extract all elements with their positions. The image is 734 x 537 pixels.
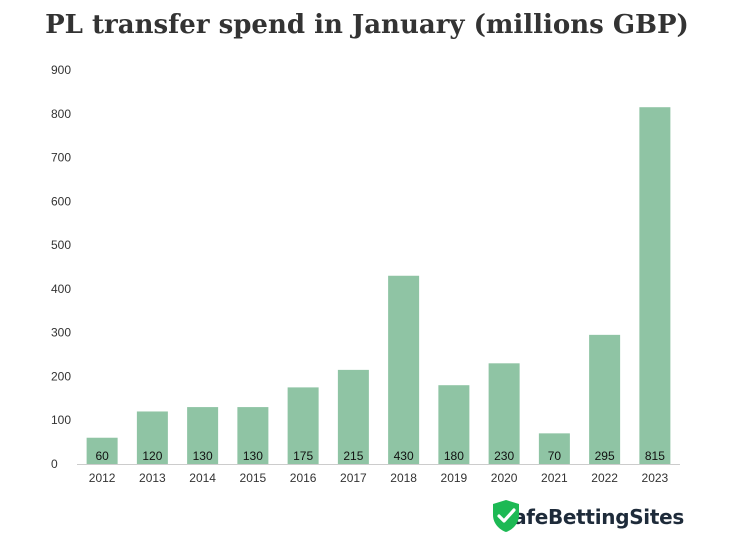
x-tick-label: 2014	[189, 471, 216, 485]
bar-value-label: 230	[494, 449, 514, 463]
y-tick-label: 300	[51, 326, 71, 340]
bar-value-label: 215	[343, 449, 363, 463]
brand-logo: SafeBettingSites	[491, 499, 684, 535]
shield-check-icon	[493, 500, 519, 532]
y-tick-label: 600	[51, 194, 71, 208]
bar	[589, 334, 621, 464]
bar-value-label: 180	[444, 449, 464, 463]
bar	[488, 363, 520, 464]
x-tick-label: 2022	[591, 471, 618, 485]
bar	[639, 107, 671, 464]
bar	[136, 411, 168, 464]
x-tick-label: 2015	[240, 471, 267, 485]
y-tick-label: 500	[51, 238, 71, 252]
bar-value-label: 130	[243, 449, 263, 463]
x-tick-label: 2016	[290, 471, 317, 485]
x-tick-label: 2013	[139, 471, 166, 485]
chart-title: PL transfer spend in January (millions G…	[45, 10, 689, 40]
bar	[287, 387, 319, 464]
y-tick-label: 700	[51, 151, 71, 165]
y-tick-label: 100	[51, 413, 71, 427]
y-tick-label: 900	[51, 63, 71, 77]
x-axis: 2012 2013 2014 2015 2016 2017 2018 2019 2020 2021…	[89, 471, 669, 485]
bar-value-label: 70	[548, 449, 562, 463]
y-axis: 0 100 200 300 400 500 600 700 800 900	[51, 63, 71, 471]
bar	[86, 437, 118, 464]
y-tick-label: 400	[51, 282, 71, 296]
x-tick-label: 2020	[491, 471, 518, 485]
y-tick-label: 200	[51, 369, 71, 383]
bar-value-label: 815	[645, 449, 665, 463]
bar	[337, 369, 369, 464]
bar-series: 60 120 130 130 175 215 430 180 230 70 295 815	[86, 107, 671, 464]
bar	[538, 433, 570, 464]
bar-value-label: 295	[595, 449, 615, 463]
bar	[237, 407, 269, 464]
bar	[187, 407, 219, 464]
bar	[438, 385, 470, 464]
brand-name: SafeBettingSites	[499, 505, 684, 529]
bar-value-label: 175	[293, 449, 313, 463]
x-tick-label: 2017	[340, 471, 367, 485]
x-tick-label: 2023	[642, 471, 669, 485]
bar-value-label: 120	[142, 449, 162, 463]
y-tick-label: 800	[51, 107, 71, 121]
x-tick-label: 2019	[441, 471, 468, 485]
bar-value-label: 60	[95, 449, 109, 463]
x-tick-label: 2012	[89, 471, 116, 485]
x-tick-label: 2018	[390, 471, 417, 485]
bar	[388, 275, 420, 464]
y-tick-label: 0	[51, 457, 58, 471]
x-tick-label: 2021	[541, 471, 568, 485]
bar-value-label: 130	[193, 449, 213, 463]
bar-value-label: 430	[394, 449, 414, 463]
